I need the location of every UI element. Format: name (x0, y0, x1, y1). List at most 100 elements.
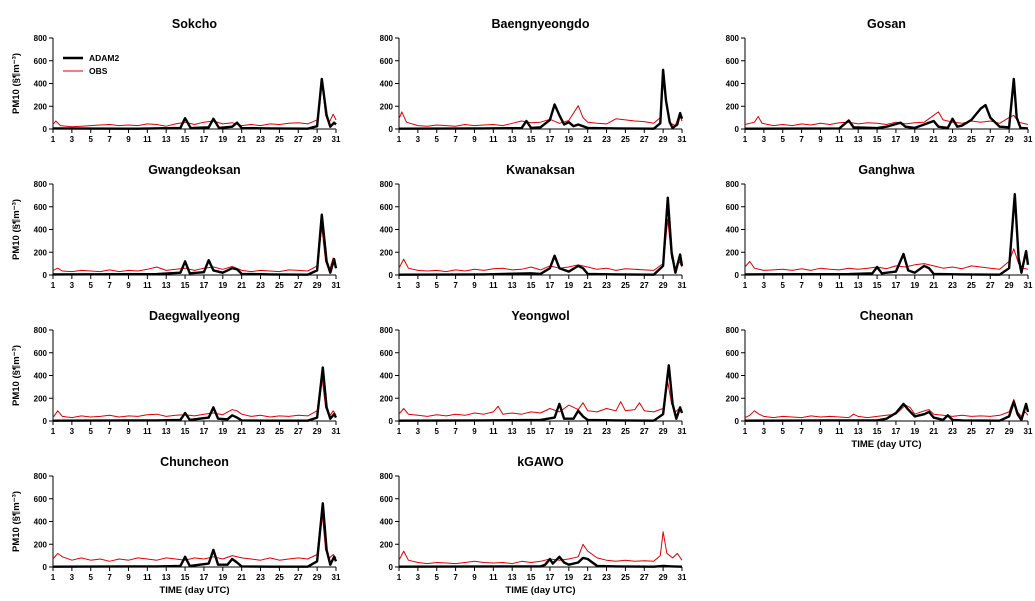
x-tick-label: 1 (743, 427, 748, 436)
x-tick-label: 19 (218, 135, 227, 144)
x-tick-label: 9 (126, 281, 131, 290)
x-tick-label: 3 (70, 427, 75, 436)
x-tick-label: 25 (967, 427, 976, 436)
series-line-obs (52, 375, 337, 419)
y-tick-label: 200 (726, 248, 740, 257)
x-tick-label: 9 (818, 135, 823, 144)
y-tick-label: 600 (726, 349, 740, 358)
series-line-obs (398, 218, 683, 273)
x-tick-label: 25 (967, 135, 976, 144)
y-tick-label: 800 (380, 34, 394, 43)
x-tick-label: 25 (967, 281, 976, 290)
x-tick-label: 1 (397, 427, 402, 436)
x-tick-label: 27 (294, 427, 303, 436)
x-tick-label: 21 (929, 135, 938, 144)
x-tick-label: 15 (181, 427, 190, 436)
y-tick-label: 600 (380, 495, 394, 504)
x-tick-label: 27 (294, 135, 303, 144)
x-tick-label: 29 (313, 135, 322, 144)
x-tick-label: 15 (873, 135, 882, 144)
x-tick-label: 21 (237, 135, 246, 144)
x-tick-label: 5 (781, 281, 786, 290)
x-tick-label: 19 (218, 573, 227, 582)
x-tick-label: 7 (453, 281, 458, 290)
x-tick-label: 27 (986, 281, 995, 290)
panel-title: Daegwallyeong (149, 309, 240, 323)
x-tick-label: 15 (527, 427, 536, 436)
x-tick-label: 15 (527, 573, 536, 582)
x-tick-label: 19 (218, 281, 227, 290)
x-tick-label: 19 (910, 427, 919, 436)
x-axis-title: TIME (day UTC) (159, 585, 229, 596)
y-tick-label: 400 (726, 80, 740, 89)
x-tick-label: 25 (621, 573, 630, 582)
x-tick-label: 11 (835, 427, 844, 436)
y-axis-title: PM10 (§¶m⁻³) (11, 53, 22, 114)
y-tick-label: 400 (380, 80, 394, 89)
x-tick-label: 21 (237, 427, 246, 436)
x-tick-label: 9 (472, 573, 477, 582)
x-tick-label: 17 (545, 281, 554, 290)
x-tick-label: 5 (781, 135, 786, 144)
x-tick-label: 3 (416, 135, 421, 144)
x-tick-label: 19 (910, 281, 919, 290)
panel-title: Yeongwol (511, 309, 569, 323)
panel-title: Chuncheon (160, 455, 229, 469)
x-tick-label: 1 (51, 573, 56, 582)
y-axis-title: PM10 (§¶m⁻³) (11, 491, 22, 552)
series-line-adam2 (52, 366, 338, 422)
x-tick-label: 3 (70, 281, 75, 290)
x-tick-label: 25 (275, 281, 284, 290)
y-tick-label: 800 (726, 34, 740, 43)
x-tick-label: 1 (397, 135, 402, 144)
y-tick-label: 0 (389, 417, 394, 426)
series-line-obs (744, 398, 1029, 419)
x-tick-label: 3 (762, 135, 767, 144)
x-tick-label: 31 (678, 427, 687, 436)
x-tick-label: 3 (70, 573, 75, 582)
x-tick-label: 25 (621, 135, 630, 144)
x-tick-label: 13 (508, 427, 517, 436)
x-tick-label: 23 (256, 135, 265, 144)
y-tick-label: 400 (34, 80, 48, 89)
series-line-adam2 (744, 77, 1029, 130)
x-tick-label: 13 (162, 281, 171, 290)
x-tick-label: 15 (181, 135, 190, 144)
panel-title: Baengnyeongdo (492, 17, 590, 31)
x-tick-label: 7 (453, 573, 458, 582)
x-tick-label: 29 (313, 427, 322, 436)
x-tick-label: 9 (818, 281, 823, 290)
y-tick-label: 0 (43, 271, 48, 280)
x-tick-label: 31 (332, 427, 341, 436)
x-tick-label: 23 (602, 135, 611, 144)
x-tick-label: 9 (472, 281, 477, 290)
x-tick-label: 13 (508, 573, 517, 582)
x-tick-label: 11 (143, 135, 152, 144)
y-axis-title: PM10 (§¶m⁻³) (11, 345, 22, 406)
x-tick-label: 21 (237, 281, 246, 290)
y-tick-label: 800 (380, 180, 394, 189)
x-tick-label: 19 (564, 135, 573, 144)
x-tick-label: 1 (51, 281, 56, 290)
x-tick-label: 29 (313, 573, 322, 582)
x-tick-label: 27 (640, 281, 649, 290)
y-tick-label: 400 (34, 226, 48, 235)
x-tick-label: 9 (818, 427, 823, 436)
x-tick-label: 29 (1005, 281, 1014, 290)
x-tick-label: 7 (799, 427, 804, 436)
x-axis-title: TIME (day UTC) (505, 585, 575, 596)
x-tick-label: 23 (602, 573, 611, 582)
y-tick-label: 800 (726, 326, 740, 335)
x-tick-label: 13 (162, 135, 171, 144)
x-tick-label: 11 (835, 135, 844, 144)
x-tick-label: 25 (275, 135, 284, 144)
x-tick-label: 31 (332, 573, 341, 582)
x-tick-label: 29 (1005, 427, 1014, 436)
